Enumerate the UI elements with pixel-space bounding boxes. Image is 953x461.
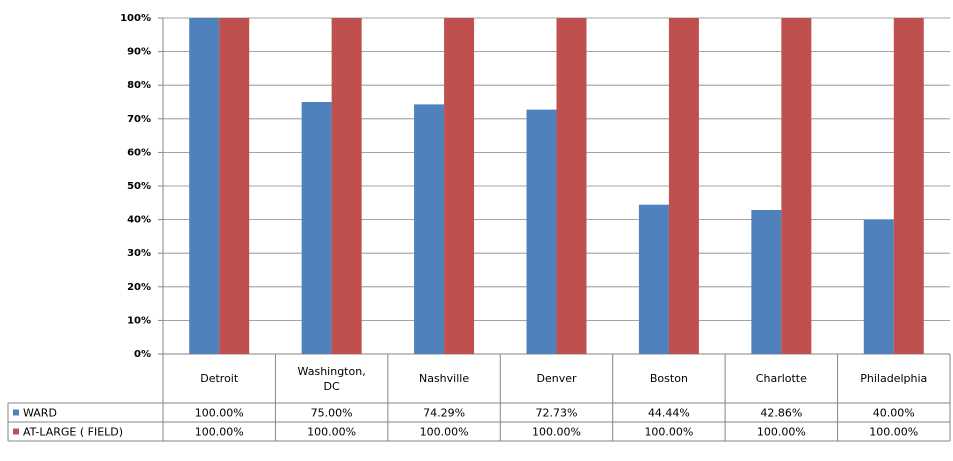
y-tick-label: 30%: [127, 248, 151, 259]
x-tick-label-wrap: Nashville: [388, 354, 500, 403]
data-label: 74.29%: [423, 407, 465, 420]
y-tick-label: 50%: [127, 181, 151, 192]
y-tick-label: 0%: [134, 349, 151, 360]
y-tick-label: 80%: [127, 80, 151, 91]
data-label: 72.73%: [536, 407, 578, 420]
data-label: 100.00%: [195, 426, 244, 439]
x-tick-label-box: Washington, DC: [275, 354, 387, 403]
data-label: 100.00%: [420, 426, 469, 439]
x-tick-label-wrap: Denver: [500, 354, 612, 403]
x-tick-label: Philadelphia: [860, 372, 928, 385]
bar: [556, 18, 587, 354]
x-tick-label-box: Nashville: [388, 354, 500, 403]
bar: [781, 18, 812, 354]
legend-key: [13, 428, 19, 435]
bar: [414, 104, 445, 355]
x-tick-label: Washington, DC: [297, 364, 366, 393]
y-tick-label: 90%: [127, 47, 151, 58]
bar: [893, 18, 924, 354]
data-label: 40.00%: [873, 407, 915, 420]
data-label: 100.00%: [644, 426, 693, 439]
x-tick-label-box: Denver: [500, 354, 612, 403]
legend-key: [13, 409, 19, 416]
y-tick-label: 60%: [127, 147, 151, 158]
x-tick-label-wrap: Charlotte: [725, 354, 837, 403]
bar: [638, 204, 669, 354]
x-tick-label-box: Philadelphia: [838, 354, 950, 403]
x-tick-label-wrap: Washington, DC: [275, 354, 387, 403]
bar: [444, 18, 475, 354]
bar: [526, 109, 557, 354]
data-label: 100.00%: [869, 426, 918, 439]
bar: [301, 102, 332, 354]
legend-label: WARD: [23, 407, 57, 420]
data-label: 44.44%: [648, 407, 690, 420]
y-tick-label: 70%: [127, 114, 151, 125]
data-label: 100.00%: [532, 426, 581, 439]
bar: [751, 209, 782, 354]
data-label: 100.00%: [307, 426, 356, 439]
x-tick-label: Boston: [649, 372, 688, 385]
x-tick-label-box: Boston: [613, 354, 725, 403]
x-tick-label-wrap: Detroit: [163, 354, 275, 403]
x-tick-label: Nashville: [418, 372, 470, 385]
bar: [668, 18, 699, 354]
x-tick-label: Detroit: [200, 372, 239, 385]
x-tick-label-wrap: Boston: [613, 354, 725, 403]
y-tick-label: 40%: [127, 215, 151, 226]
x-tick-label-box: Detroit: [163, 354, 275, 403]
y-tick-label: 20%: [127, 282, 151, 293]
bar: [219, 18, 250, 354]
data-label: 100.00%: [195, 407, 244, 420]
data-label: 100.00%: [757, 426, 806, 439]
legend-label: AT-LARGE ( FIELD): [23, 426, 123, 439]
x-tick-label-box: Charlotte: [725, 354, 837, 403]
y-tick-label: 10%: [127, 315, 151, 326]
x-tick-label: Denver: [536, 372, 577, 385]
bar: [863, 219, 894, 354]
data-label: 75.00%: [311, 407, 353, 420]
x-tick-label: Charlotte: [755, 372, 807, 385]
x-tick-label-wrap: Philadelphia: [838, 354, 950, 403]
bar: [189, 18, 220, 354]
y-tick-label: 100%: [120, 13, 151, 24]
bar: [331, 18, 362, 354]
data-label: 42.86%: [760, 407, 802, 420]
